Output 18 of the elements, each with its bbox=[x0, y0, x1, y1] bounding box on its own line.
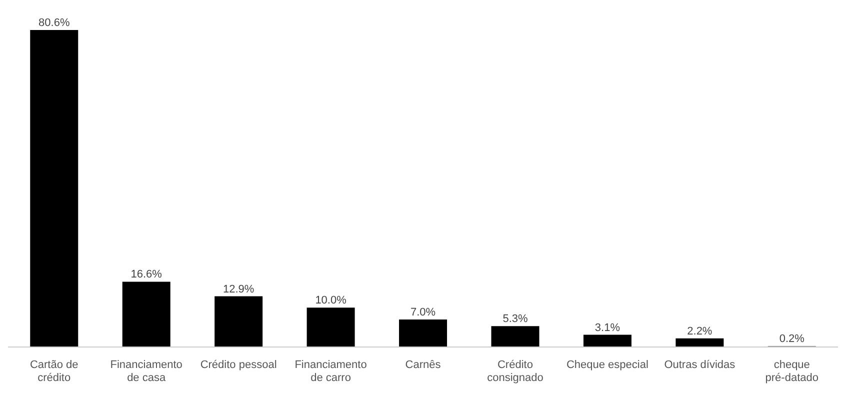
data-label: 80.6% bbox=[38, 17, 70, 29]
data-label: 10.0% bbox=[315, 294, 347, 307]
x-tick-label: Cheque especial bbox=[566, 359, 648, 371]
x-tick-label: cheque pré-datado bbox=[765, 359, 818, 384]
data-label: 2.2% bbox=[687, 325, 712, 338]
x-tick-label: Financiamento de casa bbox=[110, 359, 182, 384]
x-tick-label: Financiamento de carro bbox=[294, 359, 367, 384]
data-label: 16.6% bbox=[130, 268, 162, 281]
x-tick-label: Crédito pessoal bbox=[200, 359, 277, 371]
x-tick-label: Crédito consignado bbox=[487, 359, 544, 384]
data-label: 0.2% bbox=[779, 333, 805, 346]
data-label: 12.9% bbox=[222, 283, 254, 296]
x-tick-label: Outras dívidas bbox=[664, 359, 736, 371]
data-label: 3.1% bbox=[594, 322, 620, 334]
data-label: 5.3% bbox=[502, 313, 528, 326]
x-tick-label: Cartão de crédito bbox=[30, 359, 78, 384]
x-tick-label: Carnês bbox=[405, 359, 442, 371]
data-label: 7.0% bbox=[410, 306, 436, 318]
